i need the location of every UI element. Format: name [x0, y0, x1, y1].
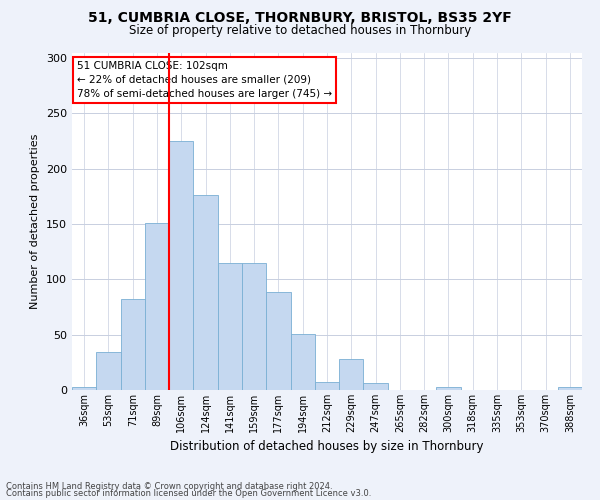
- Bar: [339, 359, 364, 390]
- Bar: [290, 334, 315, 390]
- Text: 51, CUMBRIA CLOSE, THORNBURY, BRISTOL, BS35 2YF: 51, CUMBRIA CLOSE, THORNBURY, BRISTOL, B…: [88, 11, 512, 25]
- Bar: [558, 386, 582, 390]
- Bar: [315, 382, 339, 390]
- Bar: [96, 352, 121, 390]
- Text: 51 CUMBRIA CLOSE: 102sqm
← 22% of detached houses are smaller (209)
78% of semi-: 51 CUMBRIA CLOSE: 102sqm ← 22% of detach…: [77, 61, 332, 99]
- Bar: [121, 300, 145, 390]
- Bar: [193, 195, 218, 390]
- Bar: [266, 292, 290, 390]
- Y-axis label: Number of detached properties: Number of detached properties: [31, 134, 40, 309]
- Bar: [364, 384, 388, 390]
- Bar: [218, 262, 242, 390]
- Text: Contains HM Land Registry data © Crown copyright and database right 2024.: Contains HM Land Registry data © Crown c…: [6, 482, 332, 491]
- Bar: [242, 262, 266, 390]
- Bar: [145, 223, 169, 390]
- Text: Contains public sector information licensed under the Open Government Licence v3: Contains public sector information licen…: [6, 490, 371, 498]
- Text: Size of property relative to detached houses in Thornbury: Size of property relative to detached ho…: [129, 24, 471, 37]
- Bar: [72, 386, 96, 390]
- X-axis label: Distribution of detached houses by size in Thornbury: Distribution of detached houses by size …: [170, 440, 484, 454]
- Bar: [436, 386, 461, 390]
- Bar: [169, 141, 193, 390]
